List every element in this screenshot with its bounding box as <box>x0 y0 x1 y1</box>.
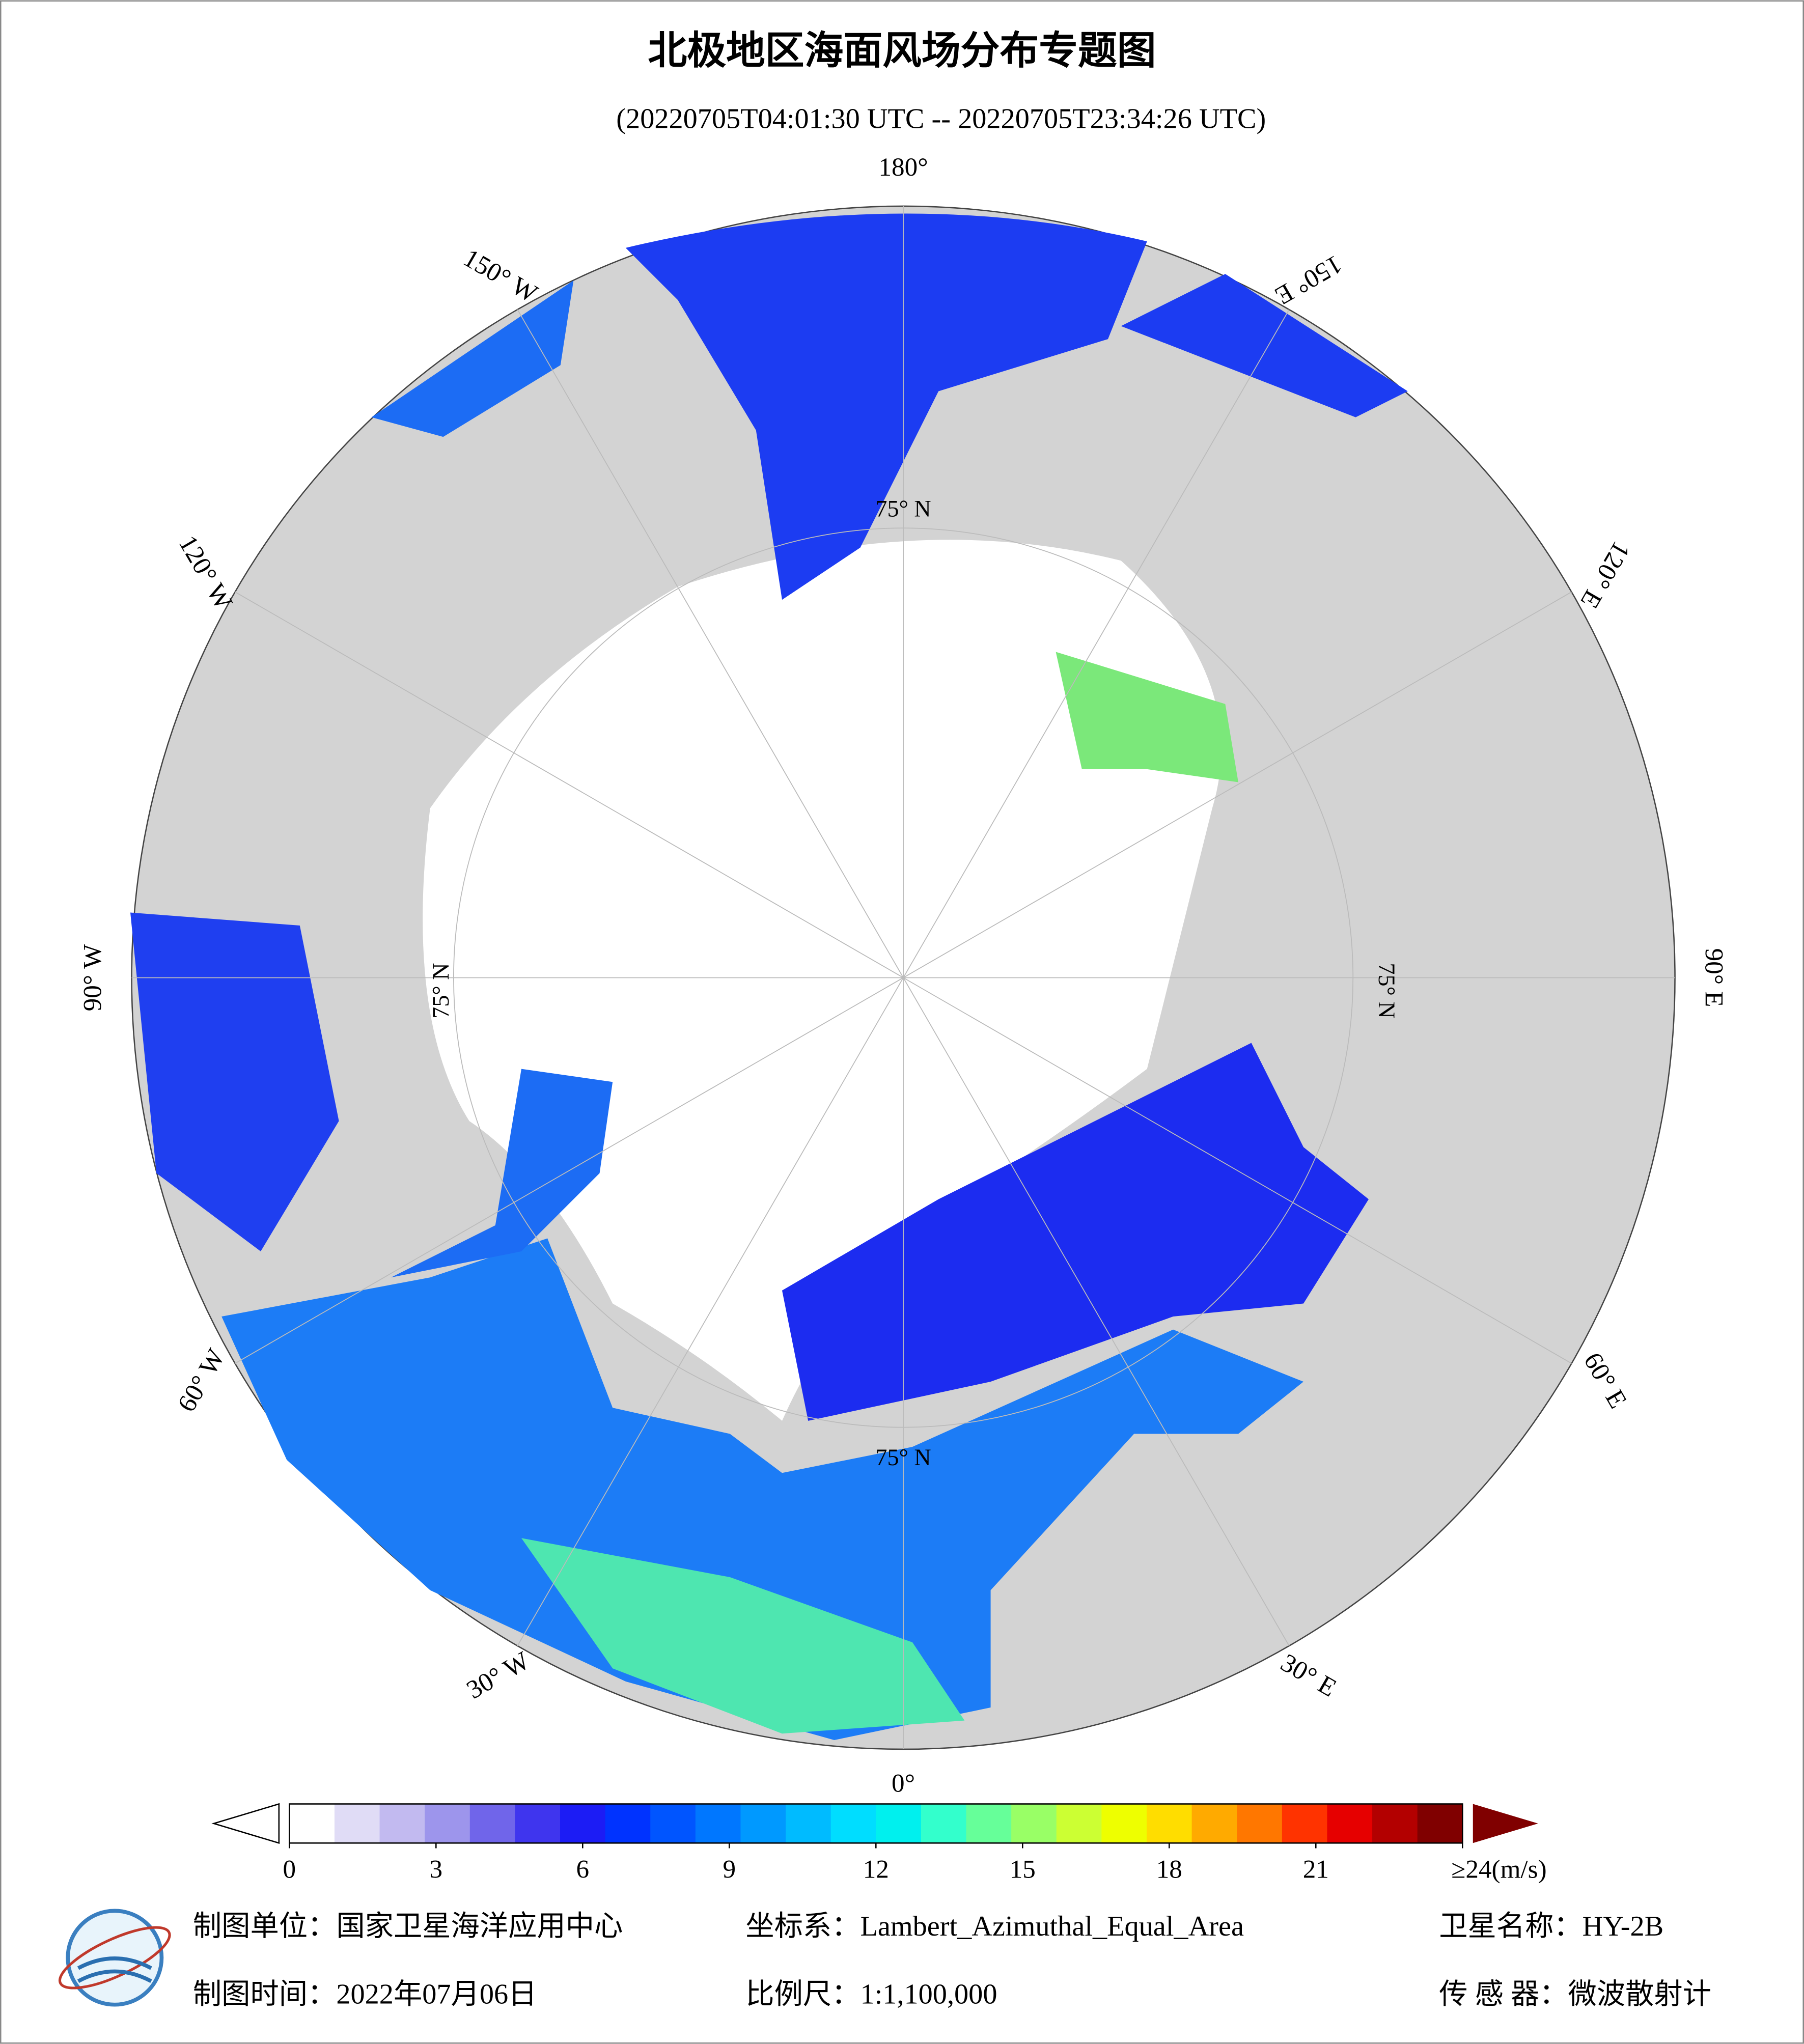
colorbar-swatch <box>289 1804 336 1843</box>
footer-crs: 坐标系：Lambert_Azimuthal_Equal_Area <box>745 1911 1244 1942</box>
colorbar-swatch <box>515 1804 561 1843</box>
wind-patch <box>1056 652 1238 782</box>
sea-ice <box>423 540 1222 1421</box>
meridian <box>517 309 904 978</box>
colorbar-swatch <box>1011 1804 1058 1843</box>
colorbar-tick-label: 6 <box>576 1855 590 1884</box>
colorbar-swatch <box>1237 1804 1283 1843</box>
footer-date: 制图时间：2022年07月06日 <box>193 1978 537 2010</box>
colorbar-tick-label: 0 <box>283 1855 296 1884</box>
colorbar-under <box>211 1803 280 1844</box>
colorbar-swatch <box>1417 1804 1463 1843</box>
subtitle: (20220705T04:01:30 UTC -- 20220705T23:34… <box>616 103 1266 134</box>
colorbar-swatch <box>560 1804 606 1843</box>
colorbar-swatch <box>966 1804 1012 1843</box>
colorbar-swatch <box>786 1804 831 1843</box>
longitude-label: 90° E <box>1699 948 1728 1007</box>
colorbar-swatch <box>876 1804 922 1843</box>
longitude-label: 90° W <box>78 944 107 1012</box>
footer-scale: 比例尺：1:1,100,000 <box>745 1978 997 2010</box>
logo <box>58 1909 171 2007</box>
colorbar-swatch <box>1282 1804 1328 1843</box>
graticule <box>131 206 1675 1749</box>
latitude-label: 75° N <box>875 1444 931 1470</box>
meridian <box>235 977 904 1364</box>
meridian <box>517 977 904 1646</box>
wind-patch <box>1121 274 1408 417</box>
latitude-label: 75° N <box>875 496 931 522</box>
meridian <box>903 309 1290 978</box>
colorbar-swatch <box>425 1804 471 1843</box>
meridian <box>903 591 1572 978</box>
map <box>130 205 1676 1750</box>
colorbar-swatch <box>1056 1804 1102 1843</box>
wind-patch <box>782 1043 1369 1421</box>
colorbar-swatch <box>921 1804 967 1843</box>
colorbar-swatch <box>1101 1804 1148 1843</box>
wind-patch <box>625 213 1147 600</box>
meridian <box>903 977 1572 1364</box>
latitude-label: 75° N <box>1374 963 1400 1018</box>
colorbar-tick-label: 15 <box>1010 1855 1036 1884</box>
colorbar-swatch <box>830 1804 877 1843</box>
colorbar-tick-label: 9 <box>723 1855 736 1884</box>
colorbar-swatch <box>740 1804 787 1843</box>
footer-satellite: 卫星名称：HY-2B <box>1439 1911 1663 1942</box>
longitude-label: 180° <box>878 153 928 182</box>
wind-patch <box>521 1538 965 1734</box>
colorbar-swatch <box>379 1804 426 1843</box>
title: 北极地区海面风场分布专题图 <box>648 30 1156 73</box>
colorbar-swatch <box>605 1804 651 1843</box>
colorbar-tick-label: 3 <box>430 1855 443 1884</box>
longitude-label: 0° <box>892 1769 915 1798</box>
colorbar-tick-label: 18 <box>1156 1855 1182 1884</box>
wind-patch <box>391 1069 613 1278</box>
colorbar-over <box>1473 1804 1538 1843</box>
colorbar-tick-label: ≥24(m/s) <box>1451 1855 1546 1884</box>
colorbar-tick-label: 12 <box>863 1855 889 1884</box>
colorbar-swatch <box>1146 1804 1192 1843</box>
colorbar-swatch <box>334 1804 380 1843</box>
colorbar-swatch <box>650 1804 697 1843</box>
footer-sensor: 传 感 器：微波散射计 <box>1439 1978 1711 2010</box>
colorbar-swatch <box>695 1804 741 1843</box>
colorbar-tick-label: 21 <box>1303 1855 1329 1884</box>
wind-patch <box>130 912 339 1252</box>
meridian <box>903 977 1290 1646</box>
colorbar-swatch <box>1372 1804 1418 1843</box>
meridian <box>235 591 904 978</box>
latitude-label: 75° N <box>428 963 454 1018</box>
colorbar-swatch <box>1191 1804 1238 1843</box>
footer: 制图单位：国家卫星海洋应用中心 坐标系：Lambert_Azimuthal_Eq… <box>193 1911 1711 2010</box>
wind-patch <box>221 1238 1303 1741</box>
footer-unit: 制图单位：国家卫星海洋应用中心 <box>193 1911 623 1942</box>
colorbar-swatch <box>469 1804 516 1843</box>
colorbar-swatch <box>1327 1804 1373 1843</box>
